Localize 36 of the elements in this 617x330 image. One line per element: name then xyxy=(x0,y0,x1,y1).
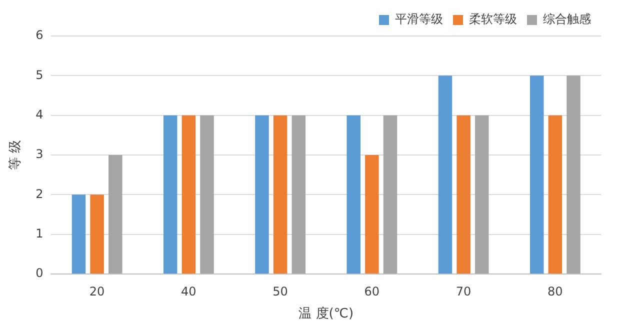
y-tick-label: 5 xyxy=(36,68,44,82)
bar xyxy=(548,115,562,274)
x-tick-label: 70 xyxy=(456,284,472,298)
bar xyxy=(566,76,580,274)
legend-label: 平滑等级 xyxy=(395,12,443,26)
y-tick-label: 4 xyxy=(36,107,44,122)
bar xyxy=(273,115,288,274)
y-tick-label: 3 xyxy=(36,147,44,162)
x-axis-title: 温 度(℃) xyxy=(298,306,354,322)
legend-label: 综合触感 xyxy=(543,12,591,26)
bar xyxy=(530,76,544,274)
bar xyxy=(456,115,470,274)
bar xyxy=(475,115,489,274)
y-tick-label: 6 xyxy=(36,28,44,42)
y-tick-label: 0 xyxy=(36,266,44,280)
bar xyxy=(200,115,214,274)
y-axis-title: 等 级 xyxy=(8,140,24,170)
bar xyxy=(90,194,104,274)
x-tick-label: 20 xyxy=(89,284,105,298)
bar xyxy=(72,194,86,274)
x-tick-label: 60 xyxy=(364,284,380,298)
bar xyxy=(438,76,452,274)
bar xyxy=(383,115,398,274)
x-tick-label: 80 xyxy=(548,284,563,298)
bar xyxy=(365,155,379,274)
bar xyxy=(292,115,306,274)
bar xyxy=(182,115,196,274)
x-tick-label: 50 xyxy=(272,284,288,298)
bar xyxy=(108,155,122,274)
x-tick-label: 40 xyxy=(181,284,196,298)
bar xyxy=(163,115,178,274)
y-tick-label: 1 xyxy=(36,226,44,240)
bar xyxy=(255,115,269,274)
bar xyxy=(346,115,360,274)
legend-label: 柔软等级 xyxy=(469,12,517,26)
y-tick-label: 2 xyxy=(36,186,44,201)
